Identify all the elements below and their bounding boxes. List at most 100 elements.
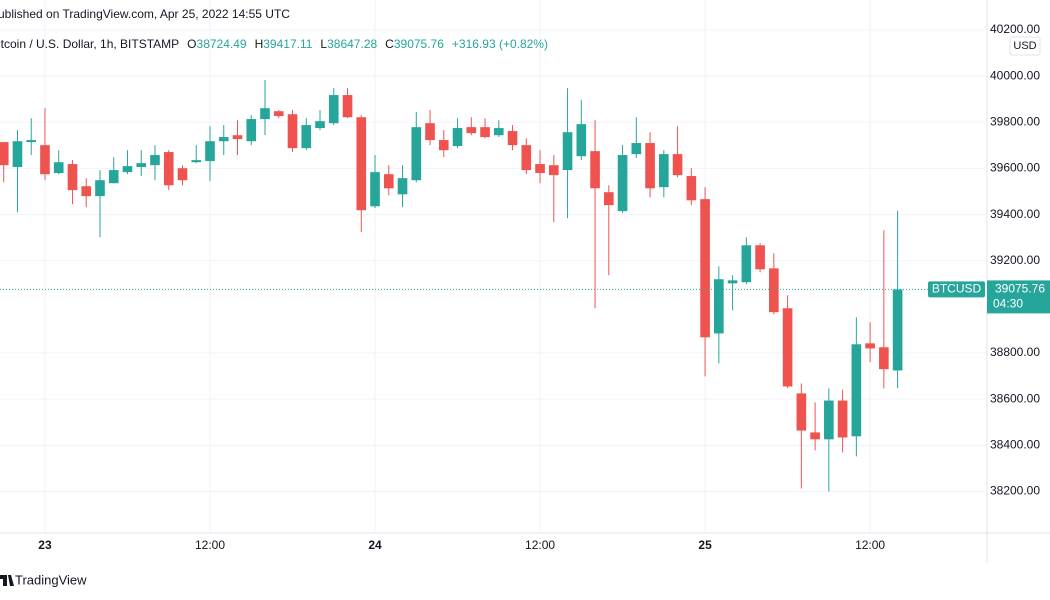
candle-body xyxy=(603,192,614,206)
candle-body xyxy=(122,166,133,173)
candle-body xyxy=(576,124,587,157)
candle-body xyxy=(892,289,903,371)
candle-body xyxy=(26,140,37,143)
candle-body xyxy=(824,400,834,440)
candle-body xyxy=(40,145,50,175)
ohlc-label: H xyxy=(255,37,264,51)
candle-body xyxy=(755,245,765,270)
title: itcoin / U.S. Dollar, 1h, BITSTAMP xyxy=(0,37,179,51)
candle-body xyxy=(12,141,23,168)
candle-body xyxy=(150,155,160,166)
candle-body xyxy=(383,174,394,189)
candle-body xyxy=(548,165,559,176)
candle-body xyxy=(810,432,820,440)
candle-body xyxy=(370,172,380,207)
x-tick-label: 23 xyxy=(38,538,52,552)
candle-body xyxy=(796,393,807,431)
ohlc-label: O xyxy=(187,37,196,51)
candle-body xyxy=(411,127,422,181)
ohlc-label: L xyxy=(320,37,327,51)
candle-body xyxy=(425,123,435,141)
candle-body xyxy=(232,135,243,140)
candle-body xyxy=(617,155,628,212)
y-tick-label: 39400.00 xyxy=(990,207,1040,221)
y-tick-label: 38400.00 xyxy=(990,437,1040,451)
x-tick-label: 25 xyxy=(698,538,712,552)
ohlc-value: 39417.11 xyxy=(263,37,312,51)
candle-body xyxy=(686,176,697,201)
candle-body xyxy=(191,160,202,163)
candle-body xyxy=(136,163,147,168)
candle-body xyxy=(865,343,875,349)
candle-body xyxy=(851,344,862,437)
candle-body xyxy=(81,186,92,197)
x-tick-label: 24 xyxy=(368,538,382,552)
candle-body xyxy=(438,140,449,151)
candle-body xyxy=(782,308,793,387)
candle-body xyxy=(342,95,353,118)
candle-body xyxy=(535,164,545,174)
ohlc-label: C xyxy=(385,37,394,51)
legend-header: itcoin / U.S. Dollar, 1h, BITSTAMP O38724… xyxy=(0,37,548,51)
y-tick-label: 38600.00 xyxy=(990,391,1040,405)
axes: 38200.00 38400.00 38600.00 38800.00 39200.00… xyxy=(38,22,1050,552)
symbol-label-box xyxy=(928,281,985,298)
brand-logo xyxy=(0,575,14,586)
candle-body xyxy=(714,279,724,334)
grid xyxy=(0,0,987,533)
y-tick-label: 39800.00 xyxy=(990,114,1040,128)
candle-body xyxy=(466,127,477,134)
candle-body xyxy=(53,162,64,174)
countdown: 04:30 xyxy=(993,297,1023,311)
candle-body xyxy=(328,95,339,124)
y-tick-label: 40000.00 xyxy=(990,68,1040,82)
candle-body xyxy=(205,141,215,162)
candle-body xyxy=(562,132,573,171)
currency: USD xyxy=(1013,40,1036,52)
ohlc-value: 38647.28 xyxy=(327,37,377,51)
candle-body xyxy=(769,268,779,313)
ohlc-value: 38724.49 xyxy=(197,37,247,51)
candle-body xyxy=(700,199,710,338)
candle-body xyxy=(397,178,408,195)
candle-body xyxy=(521,145,532,171)
candle-body xyxy=(672,154,683,176)
candle-body xyxy=(480,127,490,138)
change: +316.93 (+0.82%) xyxy=(452,37,548,51)
candle-body xyxy=(590,151,600,189)
published-note: ublished on TradingView.com, Apr 25, 202… xyxy=(0,7,290,21)
price-label-box xyxy=(987,280,1050,314)
candle-body xyxy=(163,152,174,186)
candle-body xyxy=(452,128,463,147)
y-tick-label: 38200.00 xyxy=(990,484,1040,498)
x-tick-label: 12:00 xyxy=(525,538,555,552)
candle-body xyxy=(177,168,188,181)
symbol-label: BTCUSD xyxy=(932,282,982,296)
candles xyxy=(0,80,987,492)
candle-body xyxy=(645,143,655,189)
candle-body xyxy=(301,125,312,149)
candle-body xyxy=(218,137,229,142)
y-tick-label: 40200.00 xyxy=(990,22,1040,36)
candle-body xyxy=(67,164,78,191)
candle-body xyxy=(287,114,298,149)
currency-box[interactable] xyxy=(1009,36,1041,56)
candle-body xyxy=(108,170,119,184)
candle-body xyxy=(741,245,752,283)
y-tick-label: 39600.00 xyxy=(990,161,1040,175)
brand-name: TradingView xyxy=(15,572,87,587)
x-tick-label: 12:00 xyxy=(195,538,225,552)
ohlc-value: 39075.76 xyxy=(394,37,444,51)
candle-body xyxy=(246,119,257,142)
y-tick-label: 38800.00 xyxy=(990,345,1040,359)
candle-body xyxy=(507,131,518,146)
last-price: 39075.76 xyxy=(995,282,1045,296)
candle-body xyxy=(315,121,325,129)
x-tick-label: 12:00 xyxy=(855,538,885,552)
candle-body xyxy=(727,280,738,284)
candle-body xyxy=(260,108,270,120)
candle-body xyxy=(879,347,889,370)
symbol-title: itcoin / U.S. Dollar, 1h, BITSTAMP O38724… xyxy=(0,37,548,51)
candle-body xyxy=(273,111,284,117)
